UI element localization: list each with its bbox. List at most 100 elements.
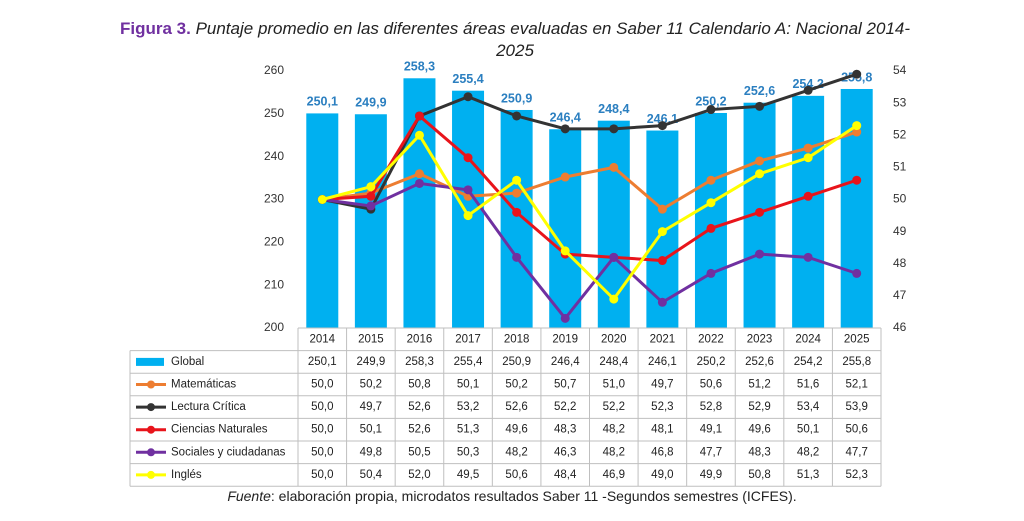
line-marker (803, 191, 813, 201)
table-cell: 50,0 (311, 424, 333, 436)
line-marker (755, 156, 765, 166)
line-marker (512, 252, 522, 262)
table-cell: 49,5 (457, 469, 479, 481)
line-marker (560, 124, 570, 134)
table-cell: 46,8 (651, 446, 673, 458)
bar-value-label: 252,6 (744, 84, 775, 98)
table-cell: 246,1 (648, 356, 677, 368)
line-marker (803, 143, 813, 153)
table-cell: 53,2 (457, 401, 479, 413)
legend-swatch (136, 357, 164, 366)
table-cell: 254,2 (794, 356, 823, 368)
table-cell: 47,7 (700, 446, 722, 458)
table-cell: 51,2 (748, 379, 770, 391)
y2-tick-label: 48 (893, 256, 907, 270)
table-cell: 50,8 (748, 469, 770, 481)
table-cell: 52,1 (846, 379, 868, 391)
legend-marker (147, 470, 155, 479)
line-marker (366, 191, 376, 201)
line-marker (706, 223, 716, 233)
x-tick-label: 2019 (552, 333, 578, 345)
table-cell: 47,7 (846, 446, 868, 458)
table-cell: 48,3 (748, 446, 770, 458)
line-marker (755, 169, 765, 179)
line-marker (706, 268, 716, 278)
table-cell: 52,2 (603, 401, 625, 413)
table-cell: 50,2 (360, 379, 382, 391)
table-cell: 49,6 (748, 424, 770, 436)
table-cell: 52,3 (651, 401, 673, 413)
bar (549, 129, 582, 328)
table-cell: 49,0 (651, 469, 673, 481)
y2-tick-label: 53 (893, 95, 907, 109)
x-tick-label: 2024 (795, 333, 821, 345)
y2-tick-label: 47 (893, 288, 907, 302)
line-marker (366, 182, 376, 192)
table-cell: 49,9 (700, 469, 722, 481)
table-cell: 50,0 (311, 379, 333, 391)
table-cell: 50,0 (311, 469, 333, 481)
line-marker (512, 175, 522, 185)
table-cell: 48,3 (554, 424, 576, 436)
table-cell: 48,2 (505, 446, 527, 458)
table-cell: 255,4 (454, 356, 483, 368)
line-marker (366, 201, 376, 211)
bar (597, 120, 630, 328)
table-cell: 49,8 (360, 446, 382, 458)
line-marker (803, 252, 813, 262)
line-marker (706, 105, 716, 115)
line-marker (560, 246, 570, 256)
table-cell: 50,0 (311, 401, 333, 413)
table-cell: 255,8 (842, 356, 871, 368)
line-marker (657, 256, 667, 266)
figure-label: Figura 3. (119, 19, 191, 38)
line-marker (609, 124, 619, 134)
line (322, 113, 858, 263)
table-cell: 50,7 (554, 379, 576, 391)
line (321, 124, 858, 302)
chart-title: Figura 3. Puntaje promedio en las difere… (110, 18, 920, 62)
y-tick-label: 230 (264, 192, 284, 206)
line-marker (512, 111, 522, 121)
table-cell: 249,9 (356, 356, 385, 368)
table-cell: 246,4 (551, 356, 580, 368)
table-cell: 250,9 (502, 356, 531, 368)
line (322, 130, 858, 211)
table-cell: 49,1 (700, 424, 722, 436)
line-marker (414, 169, 424, 179)
table-cell: 51,6 (797, 379, 819, 391)
legend-label: Global (171, 356, 204, 368)
table-cell: 48,1 (651, 424, 673, 436)
y2-tick-label: 49 (893, 224, 907, 238)
line-marker (706, 198, 716, 208)
line-marker (852, 69, 862, 79)
bar-value-label: 250,2 (695, 94, 726, 108)
line-marker (463, 185, 473, 195)
table-cell: 50,4 (360, 469, 383, 481)
legend-label: Inglés (171, 469, 202, 481)
line-marker (657, 227, 667, 237)
table-cell: 250,2 (697, 356, 726, 368)
table-cell: 48,2 (603, 446, 625, 458)
source-label: Fuente (227, 488, 271, 504)
x-tick-label: 2018 (504, 333, 530, 345)
bar-value-label: 255,4 (452, 72, 483, 86)
y2-tick-label: 54 (893, 63, 907, 77)
line-marker (609, 294, 619, 304)
line-marker (463, 211, 473, 221)
legend-label: Lectura Crítica (171, 401, 246, 413)
line-marker (317, 195, 327, 204)
line-marker (512, 188, 522, 198)
legend-marker (147, 425, 155, 434)
legend-marker (147, 448, 155, 457)
title-text: Puntaje promedio en las diferentes áreas… (195, 19, 911, 60)
y-tick-label: 240 (264, 149, 284, 163)
table-cell: 46,9 (603, 469, 625, 481)
y-tick-label: 210 (264, 277, 284, 291)
bar-value-label: 250,9 (501, 91, 532, 105)
x-tick-label: 2017 (455, 333, 481, 345)
table-cell: 52,6 (408, 401, 430, 413)
line-marker (803, 85, 813, 95)
bar (354, 114, 387, 329)
